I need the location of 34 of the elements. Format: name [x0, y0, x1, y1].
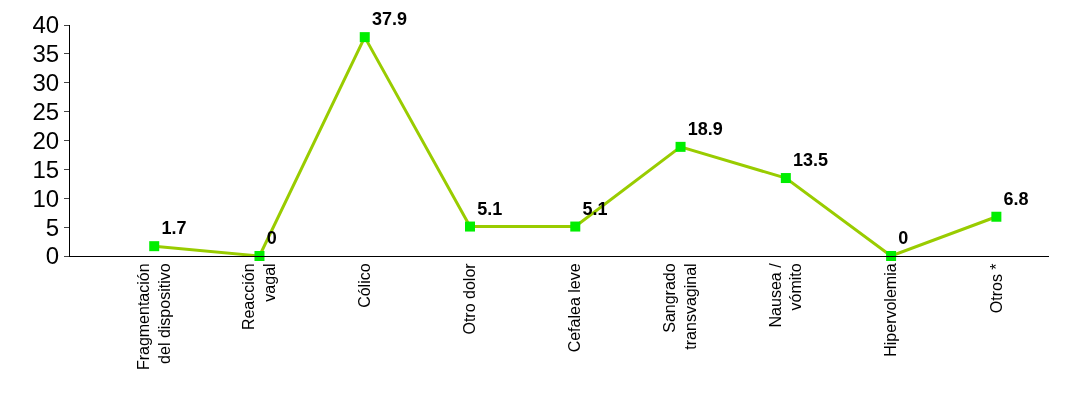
y-tick-label: 0 [45, 242, 60, 270]
x-tick-label: Reacción vagal [240, 263, 279, 331]
point [570, 221, 581, 232]
x-tick-label: Nausea / vómito [766, 262, 805, 328]
x-tick-label: Cefalea leve [566, 263, 584, 353]
point [675, 141, 686, 152]
data-label: 5.1 [477, 198, 503, 219]
point [359, 32, 370, 43]
y-tick-label: 20 [32, 126, 60, 154]
y-tick-label: 35 [32, 40, 60, 68]
point [254, 251, 265, 261]
y-tick-label: 15 [32, 155, 60, 183]
x-tick-label: Otro dolor [461, 262, 479, 335]
data-label: 18.9 [687, 119, 723, 140]
x-tick-label: Fragmentación del dispositivo [135, 263, 173, 371]
x-tick-label: Otros * [987, 263, 1005, 314]
point [886, 251, 897, 261]
point [991, 211, 1002, 222]
y-tick-label: 25 [32, 98, 60, 126]
point [780, 173, 791, 184]
x-tick-label: Cólico [355, 263, 373, 308]
data-label: 1.7 [161, 218, 187, 239]
y-tick-label: 10 [32, 184, 60, 212]
y-tick-label: 40 [32, 11, 60, 39]
x-tick-label: Hipervolemia [882, 263, 900, 357]
point [149, 241, 160, 252]
data-label: 6.8 [1003, 188, 1029, 209]
point [465, 221, 476, 232]
data-label: 13.5 [793, 150, 829, 171]
y-tick-label: 30 [32, 69, 60, 97]
data-label: 37.9 [372, 9, 408, 30]
y-tick-label: 5 [45, 213, 60, 241]
data-label: 0 [898, 228, 909, 249]
x-tick-label: Sangrado transvaginal [661, 263, 700, 350]
